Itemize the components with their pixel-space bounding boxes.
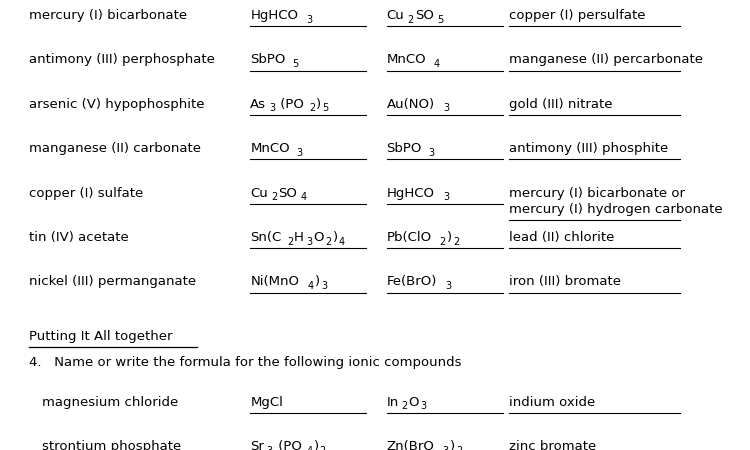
Text: indium oxide: indium oxide: [509, 396, 596, 409]
Text: mercury (I) bicarbonate: mercury (I) bicarbonate: [28, 9, 187, 22]
Text: SbPO: SbPO: [386, 142, 422, 155]
Text: antimony (III) phosphite: antimony (III) phosphite: [509, 142, 668, 155]
Text: 3: 3: [443, 104, 449, 113]
Text: 3: 3: [446, 281, 452, 291]
Text: 3: 3: [297, 148, 303, 158]
Text: 4: 4: [433, 59, 439, 69]
Text: MnCO: MnCO: [386, 54, 426, 67]
Text: Ni(MnO: Ni(MnO: [251, 275, 299, 288]
Text: copper (I) persulfate: copper (I) persulfate: [509, 9, 646, 22]
Text: O: O: [313, 231, 323, 244]
Text: 2: 2: [407, 14, 414, 25]
Text: lead (II) chlorite: lead (II) chlorite: [509, 231, 615, 244]
Text: manganese (II) carbonate: manganese (II) carbonate: [28, 142, 201, 155]
Text: HgHCO: HgHCO: [251, 9, 298, 22]
Text: mercury (I) bicarbonate or: mercury (I) bicarbonate or: [509, 187, 686, 200]
Text: Pb(ClO: Pb(ClO: [386, 231, 432, 244]
Text: Sn(C: Sn(C: [251, 231, 281, 244]
Text: 4: 4: [307, 446, 313, 450]
Text: magnesium chloride: magnesium chloride: [42, 396, 178, 409]
Text: copper (I) sulfate: copper (I) sulfate: [28, 187, 143, 200]
Text: gold (III) nitrate: gold (III) nitrate: [509, 98, 613, 111]
Text: Sr: Sr: [251, 440, 264, 450]
Text: nickel (III) permanganate: nickel (III) permanganate: [28, 275, 196, 288]
Text: 2: 2: [456, 446, 462, 450]
Text: 5: 5: [322, 104, 328, 113]
Text: O: O: [408, 396, 419, 409]
Text: Zn(BrO: Zn(BrO: [386, 440, 434, 450]
Text: 2: 2: [453, 237, 459, 247]
Text: (PO: (PO: [274, 440, 302, 450]
Text: 2: 2: [271, 192, 278, 202]
Text: tin (IV) acetate: tin (IV) acetate: [28, 231, 128, 244]
Text: ): ): [450, 440, 455, 450]
Text: Fe(BrO): Fe(BrO): [386, 275, 437, 288]
Text: 3: 3: [421, 401, 427, 411]
Text: 5: 5: [292, 59, 298, 69]
Text: Putting It All together: Putting It All together: [28, 330, 172, 343]
Text: strontium phosphate: strontium phosphate: [42, 440, 182, 450]
Text: 2: 2: [401, 401, 407, 411]
Text: 4: 4: [339, 237, 345, 247]
Text: Cu: Cu: [386, 9, 404, 22]
Text: 5: 5: [437, 14, 443, 25]
Text: MgCl: MgCl: [251, 396, 284, 409]
Text: 3: 3: [443, 192, 449, 202]
Text: mercury (I) hydrogen carbonate: mercury (I) hydrogen carbonate: [509, 203, 723, 216]
Text: HgHCO: HgHCO: [386, 187, 434, 200]
Text: 2: 2: [287, 237, 293, 247]
Text: iron (III) bromate: iron (III) bromate: [509, 275, 621, 288]
Text: 3: 3: [269, 104, 275, 113]
Text: SO: SO: [278, 187, 297, 200]
Text: MnCO: MnCO: [251, 142, 290, 155]
Text: arsenic (V) hypophosphite: arsenic (V) hypophosphite: [28, 98, 204, 111]
Text: ): ): [314, 440, 319, 450]
Text: 2: 2: [440, 237, 446, 247]
Text: Au(NO): Au(NO): [386, 98, 435, 111]
Text: 3: 3: [306, 237, 312, 247]
Text: In: In: [386, 396, 399, 409]
Text: 2: 2: [309, 104, 315, 113]
Text: zinc bromate: zinc bromate: [509, 440, 596, 450]
Text: 4.   Name or write the formula for the following ionic compounds: 4. Name or write the formula for the fol…: [28, 356, 461, 369]
Text: manganese (II) percarbonate: manganese (II) percarbonate: [509, 54, 704, 67]
Text: 3: 3: [321, 281, 327, 291]
Text: As: As: [251, 98, 266, 111]
Text: 3: 3: [307, 14, 313, 25]
Text: 3: 3: [266, 446, 273, 450]
Text: 2: 2: [326, 237, 332, 247]
Text: Cu: Cu: [251, 187, 268, 200]
Text: antimony (III) perphosphate: antimony (III) perphosphate: [28, 54, 214, 67]
Text: ): ): [447, 231, 452, 244]
Text: 3: 3: [442, 446, 449, 450]
Text: 4: 4: [308, 281, 314, 291]
Text: 4: 4: [301, 192, 307, 202]
Text: 2: 2: [320, 446, 326, 450]
Text: 3: 3: [428, 148, 434, 158]
Text: H: H: [294, 231, 304, 244]
Text: SO: SO: [415, 9, 434, 22]
Text: ): ): [316, 98, 321, 111]
Text: ): ): [333, 231, 338, 244]
Text: SbPO: SbPO: [251, 54, 286, 67]
Text: (PO: (PO: [276, 98, 304, 111]
Text: ): ): [315, 275, 320, 288]
